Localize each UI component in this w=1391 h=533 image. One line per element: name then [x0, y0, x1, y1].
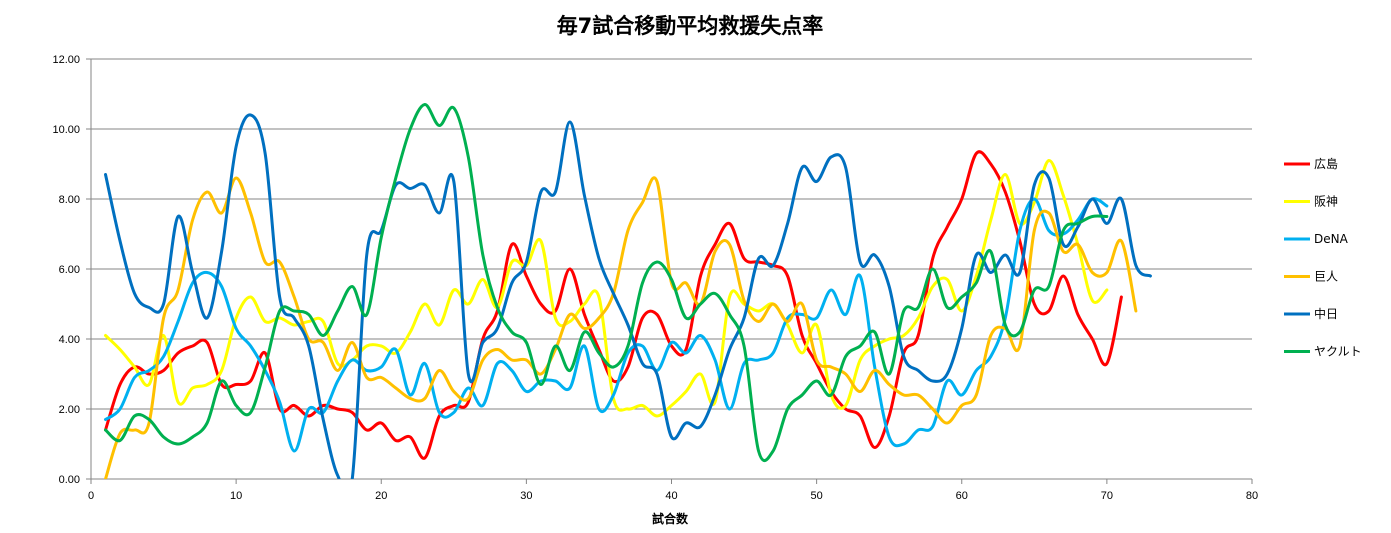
- legend-label: 中日: [1314, 306, 1338, 321]
- x-tick-label: 40: [665, 490, 677, 502]
- series-line-2: [104, 197, 1109, 453]
- x-tick-label: 10: [230, 490, 242, 502]
- x-tick-label: 20: [375, 490, 387, 502]
- series-line-4: [104, 113, 1152, 479]
- series-line-0: [104, 150, 1123, 460]
- x-tick-label: 60: [956, 490, 968, 502]
- x-tick-label: 50: [811, 490, 823, 502]
- x-tick-label: 0: [88, 490, 94, 502]
- x-axis-label: 試合数: [652, 511, 689, 526]
- y-tick-label: 2.00: [59, 404, 80, 416]
- x-tick-label: 30: [520, 490, 532, 502]
- legend-label: ヤクルト: [1314, 345, 1362, 359]
- series-lines: [104, 103, 1152, 479]
- legend-label: 広島: [1314, 156, 1338, 171]
- x-tick-label: 70: [1101, 490, 1113, 502]
- legend-label: DeNA: [1314, 232, 1349, 246]
- y-tick-label: 8.00: [59, 194, 80, 206]
- y-tick-label: 0.00: [59, 474, 80, 486]
- axes: 0.00 2.00 4.00 6.00 8.00 10.00 12.00 0 10 20 30 40 5…: [52, 54, 1258, 502]
- legend-label: 阪神: [1314, 195, 1338, 209]
- y-tick-label: 4.00: [59, 334, 80, 346]
- series-line-5: [104, 103, 1109, 463]
- y-tick-label: 10.00: [52, 124, 80, 136]
- x-tick-label: 80: [1246, 490, 1258, 502]
- chart-title: 毎7試合移動平均救援失点率: [557, 14, 824, 38]
- y-tick-label: 6.00: [59, 264, 80, 276]
- y-tick-label: 12.00: [52, 54, 80, 66]
- legend-label: 巨人: [1314, 270, 1338, 284]
